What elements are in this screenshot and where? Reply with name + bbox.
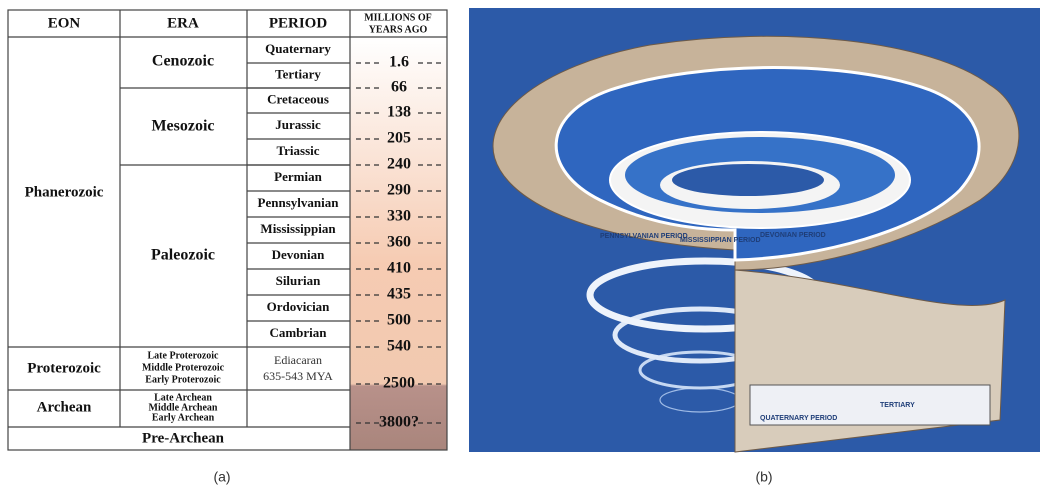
caption: (b) (755, 469, 772, 485)
period: Pennsylvanian (258, 195, 340, 210)
period: Cambrian (269, 325, 327, 340)
mya-value: 240 (387, 156, 411, 173)
period: Triassic (276, 143, 319, 158)
table-panel: EON ERA PERIOD MILLIONS OF YEARS AGO Pha… (7, 9, 448, 451)
period: Mississippian (260, 221, 336, 236)
period: Cretaceous (267, 91, 329, 106)
mya-value: 435 (387, 286, 411, 303)
era: Mesozoic (151, 118, 214, 135)
mya-value: 330 (387, 208, 411, 225)
illustration-panel: PENNSYLVANIAN PERIOD MISSISSIPPIAN PERIO… (469, 8, 1040, 453)
mya-value: 540 (387, 338, 411, 355)
eon: Pre-Archean (142, 430, 225, 446)
mya-value: 410 (387, 260, 411, 277)
caption: (a) (213, 469, 230, 485)
ediacaran: Ediacaran (274, 353, 322, 367)
mya-value: 1.6 (389, 54, 409, 71)
era: Paleozoic (151, 247, 215, 264)
header: PERIOD (269, 15, 328, 31)
illustration-label: TERTIARY (880, 402, 915, 409)
illustration-label: DEVONIAN PERIOD (760, 232, 826, 239)
mya-value: 360 (387, 234, 411, 251)
period: Devonian (272, 247, 326, 262)
ediacaran: 635-543 MYA (263, 369, 333, 383)
ring-inner (672, 164, 824, 196)
period: Permian (274, 169, 322, 184)
mya-value: 66 (391, 79, 407, 96)
period: Silurian (276, 273, 322, 288)
header: YEARS AGO (369, 24, 428, 35)
period: Jurassic (275, 117, 321, 132)
sub-era: Middle Archean (149, 402, 218, 413)
mya-value: 500 (387, 312, 411, 329)
mya-value: 2500 (383, 375, 415, 392)
header: ERA (167, 15, 199, 31)
eon: Proterozoic (27, 360, 101, 376)
illustration-label: MISSISSIPPIAN PERIOD (680, 237, 761, 244)
table-border (7, 9, 448, 451)
illustration-label: QUATERNARY PERIOD (760, 415, 837, 422)
header: EON (48, 15, 81, 31)
period: Quaternary (265, 41, 331, 56)
sub-era: Late Proterozoic (148, 350, 220, 361)
sub-era: Early Archean (152, 412, 215, 423)
mya-value: 3800? (379, 414, 419, 431)
period: Tertiary (275, 66, 321, 81)
sub-era: Middle Proterozoic (142, 362, 225, 373)
epoch-strip (749, 384, 991, 426)
sub-era: Early Proterozoic (145, 374, 221, 385)
eon: Phanerozoic (25, 184, 104, 200)
illustration-label: PENNSYLVANIAN PERIOD (600, 233, 688, 240)
period: Ordovician (267, 299, 331, 314)
eon: Archean (37, 399, 92, 415)
era: Cenozoic (152, 53, 214, 70)
mya-value: 290 (387, 182, 411, 199)
mya-value: 205 (387, 130, 411, 147)
sub-era: Late Archean (154, 392, 212, 403)
mya-value: 138 (387, 104, 411, 121)
header: MILLIONS OF (364, 12, 432, 23)
